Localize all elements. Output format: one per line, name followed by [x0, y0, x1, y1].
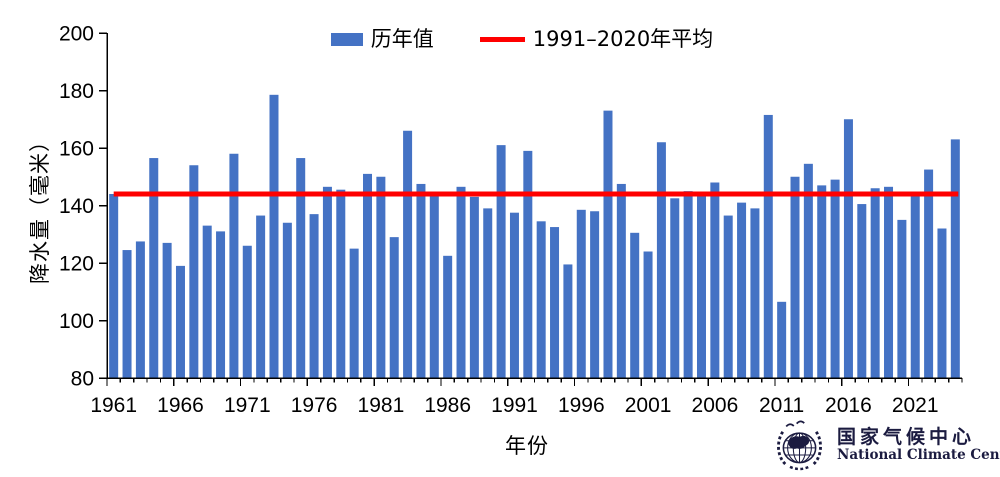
chart-legend: 历年值 1991–2020年平均 — [0, 26, 1000, 52]
bar-2009 — [750, 208, 760, 379]
ncc-logo: 国家气候中心 National Climate Center — [771, 419, 1000, 471]
bar-1982 — [389, 237, 399, 379]
bar-1962 — [122, 250, 132, 378]
bar-2005 — [696, 195, 706, 378]
x-tick-label: 2011 — [759, 394, 804, 417]
bar-1974 — [282, 222, 292, 378]
x-tick-label: 2016 — [825, 394, 872, 417]
bar-1968 — [202, 225, 212, 379]
bar-1978 — [336, 189, 346, 378]
bar-1972 — [256, 215, 266, 378]
bar-1985 — [429, 194, 439, 378]
bar-2011 — [777, 301, 787, 378]
bar-1980 — [363, 173, 373, 379]
bar-1997 — [590, 211, 600, 378]
bar-1991 — [509, 212, 519, 378]
bar-1989 — [483, 208, 493, 379]
bar-2014 — [817, 185, 827, 379]
x-tick-label: 1976 — [291, 394, 338, 417]
x-tick-label: 1996 — [558, 394, 605, 417]
bar-2006 — [710, 182, 720, 378]
bar-1988 — [469, 196, 479, 379]
x-tick-label: 1986 — [424, 394, 471, 417]
x-axis-title: 年份 — [505, 434, 549, 458]
bar-2007 — [723, 215, 733, 378]
bar-2000 — [630, 232, 640, 378]
legend-bar-swatch-icon — [330, 32, 363, 46]
bar-1979 — [349, 248, 359, 379]
bar-2004 — [683, 191, 693, 379]
y-tick-label: 140 — [59, 195, 94, 218]
bar-2024 — [950, 139, 960, 379]
y-tick-label: 120 — [59, 252, 94, 275]
bar-1986 — [443, 255, 453, 378]
bar-2003 — [670, 198, 680, 378]
x-tick-label: 1961 — [90, 394, 137, 417]
bar-1963 — [135, 241, 145, 378]
bar-1993 — [536, 221, 546, 378]
bar-1976 — [309, 214, 319, 379]
bar-1977 — [322, 186, 332, 378]
bar-1998 — [603, 110, 613, 379]
bar-2020 — [897, 219, 907, 379]
legend-avg-label: 1991–2020年平均 — [532, 26, 714, 51]
bar-1992 — [523, 150, 533, 379]
bar-2012 — [790, 176, 800, 378]
ncc-name-cn: 国家气候中心 — [837, 426, 976, 449]
bar-2017 — [857, 204, 867, 378]
bar-2021 — [910, 192, 920, 378]
legend-bars-label: 历年值 — [370, 26, 434, 51]
bar-1975 — [296, 158, 306, 378]
ncc-emblem-icon — [777, 420, 822, 471]
legend-avg-line-swatch-icon — [479, 36, 525, 42]
bar-2001 — [643, 251, 653, 378]
bar-2015 — [830, 179, 840, 379]
bar-1984 — [416, 183, 426, 378]
bar-2023 — [937, 228, 947, 378]
y-tick-label: 200 — [59, 22, 94, 45]
bar-1987 — [456, 186, 466, 378]
bar-1967 — [189, 165, 199, 378]
bar-2018 — [870, 188, 880, 378]
x-tick-label: 2001 — [625, 394, 672, 417]
bar-1995 — [563, 264, 573, 378]
bar-1965 — [162, 242, 172, 379]
bar-1970 — [229, 153, 239, 378]
x-tick-label: 1991 — [491, 394, 538, 417]
ncc-name-en: National Climate Center — [837, 446, 1000, 463]
y-tick-label: 80 — [71, 367, 94, 390]
x-tick-label: 2021 — [892, 394, 939, 417]
bar-1971 — [242, 245, 252, 378]
bar-1973 — [269, 94, 279, 378]
bar-1990 — [496, 145, 506, 379]
bar-1999 — [616, 183, 626, 378]
x-tick-label: 2006 — [692, 394, 739, 417]
bar-2010 — [763, 114, 773, 378]
x-tick-label: 1971 — [224, 394, 271, 417]
y-tick-label: 180 — [59, 80, 94, 103]
x-tick-label: 1966 — [157, 394, 204, 417]
bar-1983 — [403, 130, 413, 378]
bar-1969 — [216, 231, 226, 379]
bar-2016 — [843, 119, 853, 378]
bar-1966 — [175, 265, 185, 379]
y-tick-label: 100 — [59, 310, 94, 333]
bar-2022 — [924, 169, 934, 378]
bar-1961 — [109, 194, 119, 378]
y-tick-label: 160 — [59, 137, 94, 160]
bar-1994 — [550, 227, 560, 378]
bar-2013 — [803, 163, 813, 378]
bar-1981 — [376, 176, 386, 378]
bar-2019 — [884, 186, 894, 378]
y-axis-title: 降水量（毫米） — [28, 130, 52, 284]
x-tick-label: 1981 — [358, 394, 405, 417]
bar-2008 — [737, 202, 747, 379]
bar-2002 — [656, 142, 666, 378]
bar-1964 — [149, 158, 159, 378]
bar-1996 — [576, 209, 586, 378]
